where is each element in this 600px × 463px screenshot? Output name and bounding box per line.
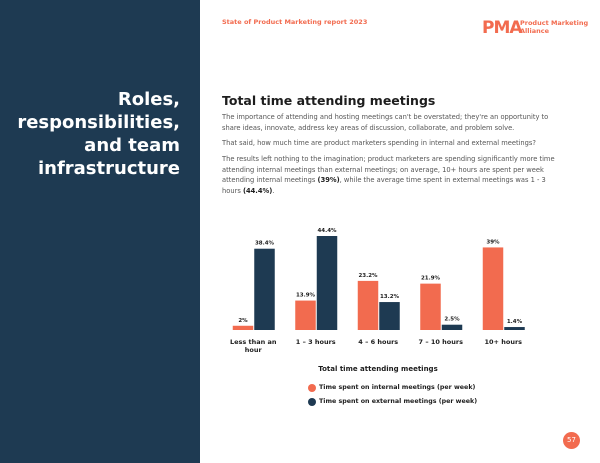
logo-text: Product Marketing Alliance (520, 19, 589, 35)
heading: Total time attending meetings (222, 93, 436, 108)
text-run: The results left nothing to the imaginat… (222, 155, 555, 184)
value-label: 2% (238, 318, 248, 324)
legend-label: Time spent on internal meetings (per wee… (319, 384, 476, 391)
bar (504, 327, 525, 330)
chart-title: Total time attending meetings (318, 365, 438, 373)
legend-swatch (308, 384, 316, 392)
x-tick-label: 1 – 3 hours (295, 338, 336, 346)
legend-label: Time spent on external meetings (per wee… (319, 398, 478, 405)
bar (254, 248, 275, 330)
value-label: 39% (486, 239, 500, 245)
text-run: (39%) (317, 176, 340, 184)
paragraph: The results left nothing to the imaginat… (222, 154, 562, 196)
paragraph: That said, how much time are product mar… (222, 139, 536, 147)
x-tick-label: 4 – 6 hours (358, 338, 399, 346)
x-tick-label: Less than an hour (229, 338, 277, 354)
value-label: 23.2% (358, 273, 378, 279)
value-label: 21.9% (421, 276, 441, 282)
bar (420, 283, 441, 330)
value-label: 1.4% (507, 319, 523, 325)
sidebar-title: Roles, responsibilities, and team infras… (17, 89, 180, 179)
bar (379, 302, 400, 330)
bar (295, 300, 316, 330)
x-tick-label: 7 – 10 hours (418, 338, 463, 346)
value-label: 44.4% (317, 228, 337, 234)
bar (357, 280, 379, 330)
sidebar (0, 0, 200, 463)
value-label: 13.2% (380, 294, 400, 300)
value-label: 38.4% (255, 241, 275, 247)
text-run: , while the average time spent in extern… (222, 176, 546, 195)
x-tick-label: 10+ hours (484, 338, 523, 346)
logo-mark: PMA (482, 18, 523, 38)
value-label: 13.9% (296, 293, 316, 299)
paragraph: The importance of attending and hosting … (222, 113, 549, 132)
bar (232, 325, 254, 330)
bar (316, 236, 338, 330)
bar (441, 324, 463, 330)
report-title: State of Product Marketing report 2023 (222, 18, 368, 26)
value-label: 2.5% (444, 317, 460, 323)
text-run: (44.4%) (242, 186, 273, 195)
text-run: . (272, 186, 275, 195)
bar (482, 247, 504, 330)
page-number: 57 (563, 432, 580, 449)
legend-swatch (308, 398, 316, 406)
